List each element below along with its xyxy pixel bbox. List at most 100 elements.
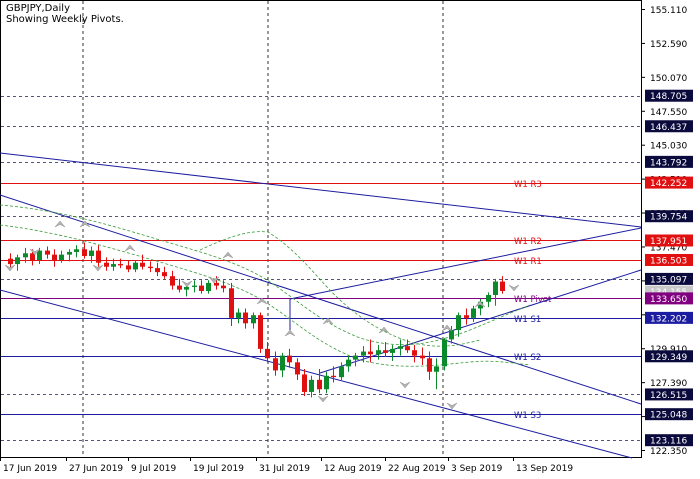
candle-body <box>221 285 226 289</box>
fractal-up-icon <box>124 244 136 252</box>
trend-line <box>0 194 642 405</box>
y-tick-label: 147.550 <box>650 108 687 118</box>
pivot-lines: W1 R3 W1 R2 W1 R1 W1 Pivot W1 S1 W1 S2 W1 S3 <box>1 180 641 421</box>
candle-body <box>111 264 116 267</box>
price-tag-label: 142.252 <box>650 179 687 189</box>
candle-body <box>295 362 300 375</box>
candle-body <box>96 250 101 263</box>
price-tags: 148.705 146.437 143.792 142.252 139.754 137.9… <box>645 89 693 447</box>
fractal-down-icon <box>399 381 411 389</box>
pivot-label: W1 S1 <box>514 315 541 325</box>
candle-body <box>140 262 145 267</box>
price-tag-label: 133.650 <box>650 295 687 305</box>
candle-body <box>427 358 432 372</box>
x-tick-label: 13 Sep 2019 <box>516 464 573 474</box>
candle-body <box>104 262 109 267</box>
price-tag-label: 136.503 <box>650 256 687 266</box>
candle-body <box>412 350 417 356</box>
candle-body <box>67 251 72 255</box>
y-tick-label: 155.110 <box>650 6 687 16</box>
y-tick-label: 145.030 <box>650 142 687 152</box>
fractal-up-icon <box>441 324 453 332</box>
fractal-up-icon <box>54 220 66 228</box>
candles <box>8 242 505 398</box>
candle-body <box>302 374 307 392</box>
fractal-down-icon <box>181 280 193 288</box>
x-tick-label: 9 Jul 2019 <box>131 464 176 474</box>
candle-body <box>265 348 270 359</box>
fractal-down-icon <box>446 402 458 410</box>
candle-body <box>376 350 381 355</box>
price-tag <box>645 408 693 421</box>
envelope-curve <box>199 231 481 347</box>
pivot-label: W1 R3 <box>514 180 542 190</box>
candle-body <box>471 308 476 318</box>
pivot-label: W1 S2 <box>514 353 541 363</box>
candle-body <box>59 254 64 261</box>
candle-body <box>346 359 351 367</box>
price-tag <box>645 350 693 363</box>
candle-body <box>89 250 94 256</box>
price-tag <box>645 311 693 324</box>
price-tag-label: 139.754 <box>650 213 687 223</box>
fractal-markers <box>4 220 520 410</box>
candle-body <box>331 375 336 378</box>
candle-body <box>214 282 219 286</box>
candle-body <box>148 266 153 269</box>
fractal-up-icon <box>79 220 91 228</box>
fractal-down-icon <box>29 248 41 256</box>
pivot-label: W1 Pivot <box>514 295 552 305</box>
price-tag-label: 137.951 <box>650 237 687 247</box>
price-tag <box>645 176 693 189</box>
pivot-label: W1 R1 <box>514 257 542 267</box>
candle-body <box>317 379 322 390</box>
price-tag <box>645 434 693 447</box>
candle-body <box>339 366 344 378</box>
candle-body <box>206 282 211 291</box>
x-tick-label: 31 Jul 2019 <box>259 464 310 474</box>
candle-body <box>155 268 160 273</box>
candle-body <box>449 330 454 340</box>
fractal-down-icon <box>317 395 329 403</box>
y-tick-label: 129.910 <box>650 345 687 355</box>
candle-body <box>177 285 182 290</box>
candle-body <box>398 346 403 349</box>
candle-body <box>309 379 314 392</box>
y-tick-label: 137.470 <box>650 243 687 253</box>
price-tag <box>645 89 693 102</box>
candle-body <box>229 288 234 318</box>
candle-body <box>464 315 469 318</box>
fractal-up-icon <box>474 300 486 308</box>
x-tick-label: 19 Jul 2019 <box>193 464 244 474</box>
candle-body <box>456 315 461 331</box>
candle-body <box>184 286 189 290</box>
envelope-curves <box>0 204 531 367</box>
candle-body <box>30 253 35 261</box>
price-tag-label: 126.515 <box>650 391 687 401</box>
x-tick-label: 12 Aug 2019 <box>324 464 382 474</box>
candle-body <box>273 358 278 371</box>
fractal-up-icon <box>222 251 234 259</box>
candle-body <box>74 249 79 252</box>
price-tag-label: 132.202 <box>650 314 687 324</box>
candle-body <box>118 264 123 266</box>
candle-body <box>353 355 358 360</box>
candle-body <box>236 312 241 318</box>
y-tick-label: 150.070 <box>650 74 687 84</box>
envelope-curve <box>0 204 531 346</box>
fractal-down-icon <box>508 284 520 292</box>
time-axis: 17 Jun 2019 27 Jun 2019 9 Jul 2019 19 Jul 2… <box>0 457 573 474</box>
price-tag <box>645 253 693 266</box>
chart-title: GBPJPY,Daily <box>6 3 70 14</box>
fractal-down-icon <box>92 264 104 272</box>
price-tag <box>645 388 693 401</box>
candle-body <box>23 253 28 258</box>
candle-body <box>45 250 50 255</box>
price-tag <box>645 210 693 223</box>
candle-body <box>15 257 20 265</box>
price-tag <box>645 120 693 133</box>
price-tag <box>645 155 693 168</box>
pivot-label: W1 R2 <box>514 237 542 247</box>
price-tag-label: 135.097 <box>650 275 687 285</box>
